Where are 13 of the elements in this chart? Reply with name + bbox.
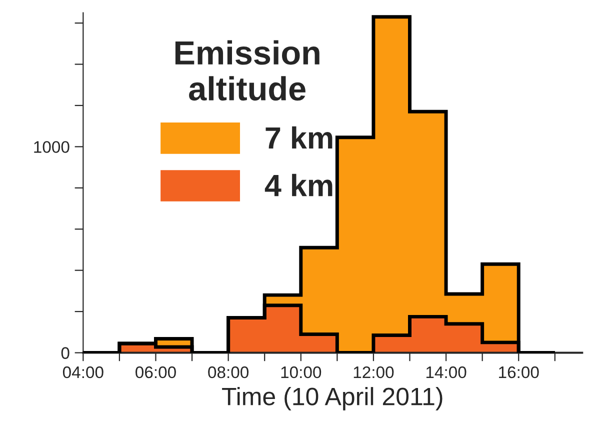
x-tick-label: 12:00	[354, 366, 394, 378]
y-tick-label: 1000	[34, 141, 70, 153]
legend-label: 4 km	[264, 174, 332, 196]
legend-label: 7 km	[266, 126, 332, 148]
x-tick-label: 06:00	[136, 366, 176, 378]
x-tick-label: 04:00	[62, 366, 104, 378]
y-tick-label: 0	[61, 347, 70, 359]
x-tick-label: 08:00	[208, 366, 249, 378]
x-tick-label: 10:00	[281, 366, 322, 378]
x-axis-title: Time (10 April 2011)	[222, 387, 442, 410]
legend-title: Emission altitude	[175, 40, 320, 101]
x-tick-label: 14:00	[426, 366, 466, 378]
x-tick-label: 16:00	[499, 366, 539, 378]
